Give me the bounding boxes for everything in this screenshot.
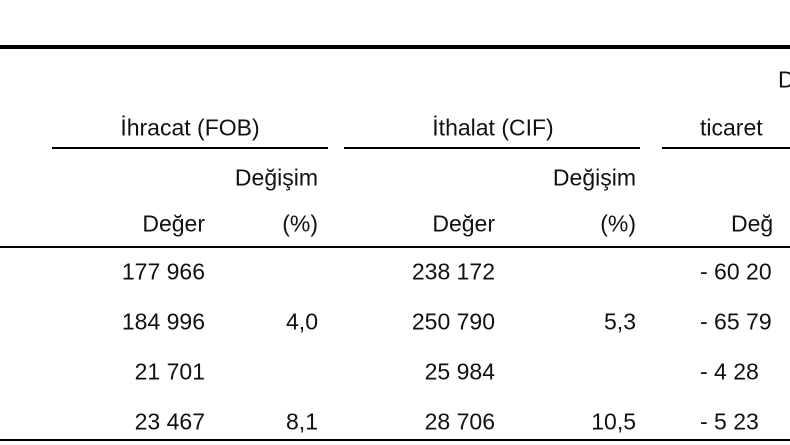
column-header: Değişim	[552, 164, 636, 191]
group-header: ticaret	[700, 114, 763, 141]
group-underline	[344, 147, 640, 149]
table-cell: 250 790	[411, 308, 495, 335]
header-rule	[0, 246, 790, 248]
table-cell: 184 996	[121, 308, 205, 335]
table-cell: 4,0	[286, 308, 318, 335]
table-cell: 10,5	[591, 408, 636, 435]
table-cell: 21 701	[134, 358, 205, 385]
column-header: Değişim	[234, 164, 318, 191]
column-header: Değer	[432, 210, 495, 237]
header-text: D	[778, 66, 790, 93]
table-cell: 238 172	[411, 258, 495, 285]
table-cell: 5,3	[604, 308, 636, 335]
table-cell: 8,1	[286, 408, 318, 435]
top-rule	[0, 45, 790, 49]
group-underline	[52, 147, 328, 149]
table-cell: - 4 28	[700, 358, 759, 385]
table-cell: - 65 79	[700, 308, 772, 335]
column-header: (%)	[600, 210, 636, 237]
table-cell: 28 706	[424, 408, 495, 435]
table-cell: 177 966	[121, 258, 205, 285]
column-header: Değer	[142, 210, 205, 237]
group-header: İthalat (CIF)	[432, 114, 554, 141]
table-cell: 25 984	[424, 358, 495, 385]
table-cell: 23 467	[134, 408, 205, 435]
bottom-rule	[0, 439, 790, 441]
group-header: İhracat (FOB)	[120, 114, 260, 141]
column-header: (%)	[282, 210, 318, 237]
group-underline	[662, 147, 790, 149]
table-cell: - 60 20	[700, 258, 772, 285]
column-header: Değ	[731, 210, 774, 237]
table-cell: - 5 23	[700, 408, 759, 435]
